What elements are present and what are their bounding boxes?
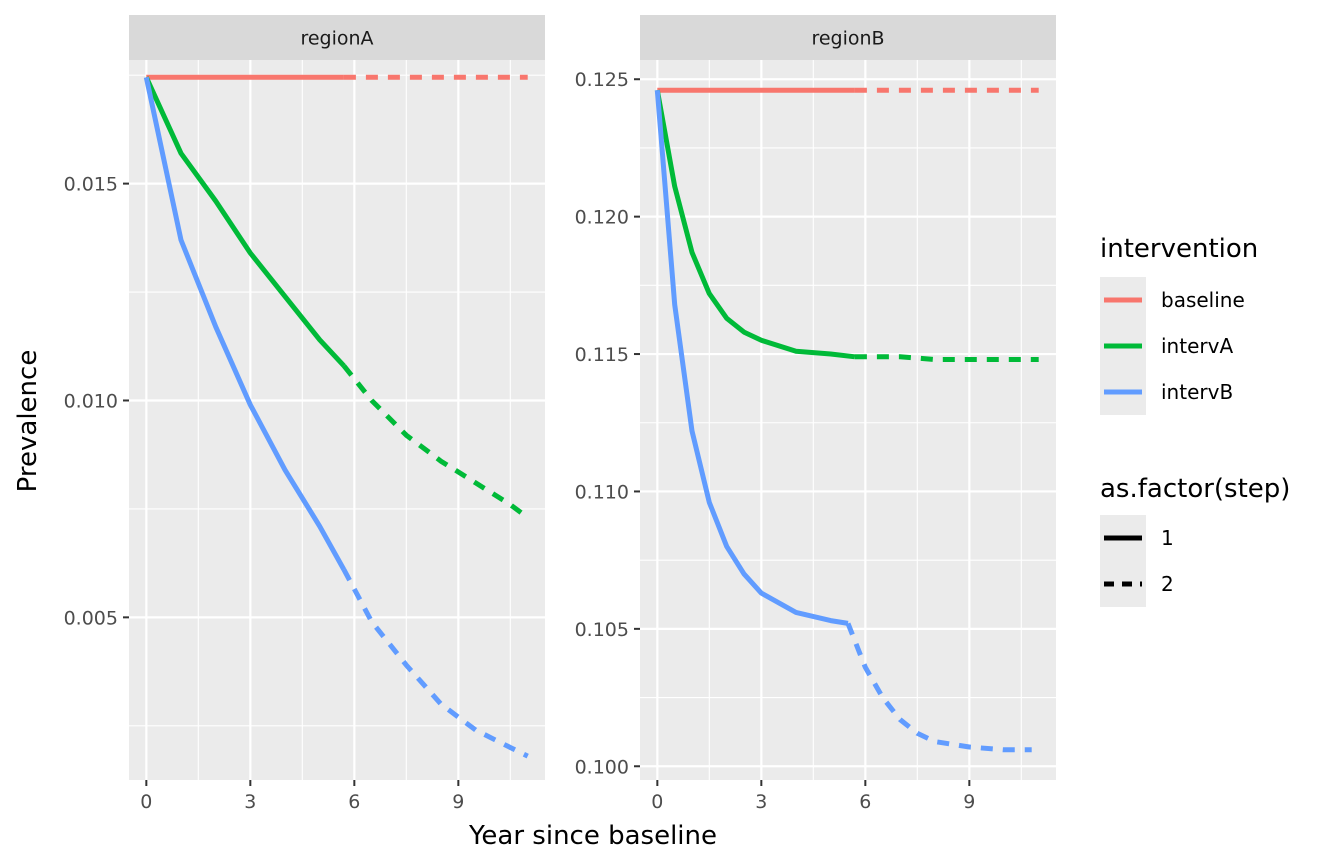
line-intervB-step2 — [845, 622, 1032, 753]
y-axis-title: Prevalence — [13, 350, 43, 493]
line-intervA-step2 — [854, 354, 1039, 362]
y-tick-label: 0.110 — [575, 481, 629, 503]
series-lines — [654, 87, 1039, 753]
x-tick-label: 6 — [859, 791, 871, 813]
legend-label: intervA — [1161, 334, 1233, 358]
linetype-legend: 12 — [1100, 515, 1174, 607]
y-tick-label: 0.105 — [575, 619, 629, 641]
strip-label: regionB — [811, 28, 884, 50]
panels: regionA 0 3 6 9 0.005 0.010 0.015 regionB 0 3 6 9 0.1… — [64, 15, 1056, 813]
x-tick-label: 0 — [651, 791, 663, 813]
line-intervA-step1 — [654, 89, 856, 360]
strip-background — [640, 15, 1056, 60]
panel-regionB: regionB 0 3 6 9 0.100 0.105 0.110 0.115 0.120 0.12… — [575, 15, 1056, 813]
y-tick-label: 0.005 — [64, 607, 118, 629]
panel-background — [640, 60, 1056, 780]
x-tick-label: 3 — [755, 791, 767, 813]
gridlines — [640, 60, 1056, 780]
line-intervA-step2 — [341, 364, 530, 520]
x-tick-label: 9 — [963, 791, 975, 813]
axis-titles: Year since baseline Prevalence — [13, 350, 717, 851]
y-tick-label: 0.125 — [575, 69, 629, 91]
legend: intervention as.factor(step) baseline int… — [1100, 234, 1290, 607]
y-tick-label: 0.100 — [575, 756, 629, 778]
axes: 0 3 6 9 0.100 0.105 0.110 0.115 0.120 0.125 — [575, 69, 976, 813]
strip-background — [129, 15, 545, 60]
x-axis-title: Year since baseline — [468, 821, 717, 851]
x-tick-label: 6 — [348, 791, 360, 813]
color-legend: baseline intervA intervB — [1100, 277, 1245, 415]
strip-label: regionA — [300, 28, 373, 50]
line-intervB-step1 — [143, 76, 347, 571]
y-tick-label: 0.010 — [64, 390, 118, 412]
line-intervA-step1 — [144, 76, 346, 368]
panel-regionA: regionA 0 3 6 9 0.005 0.010 0.015 — [64, 15, 545, 813]
color-legend-title: intervention — [1100, 234, 1258, 264]
series-lines — [143, 74, 530, 759]
axes: 0 3 6 9 0.005 0.010 0.015 — [64, 174, 465, 813]
y-tick-label: 0.120 — [575, 207, 629, 229]
y-tick-label: 0.015 — [64, 174, 118, 196]
line-intervB-step1 — [654, 89, 849, 626]
line-intervB-step2 — [341, 568, 529, 759]
legend-label: baseline — [1161, 288, 1245, 312]
legend-label: 2 — [1161, 572, 1174, 596]
x-tick-label: 9 — [452, 791, 464, 813]
y-tick-label: 0.115 — [575, 344, 629, 366]
x-tick-label: 3 — [244, 791, 256, 813]
linetype-legend-title: as.factor(step) — [1100, 474, 1290, 504]
x-tick-label: 0 — [140, 791, 152, 813]
legend-label: intervB — [1161, 380, 1233, 404]
legend-label: 1 — [1161, 526, 1174, 550]
